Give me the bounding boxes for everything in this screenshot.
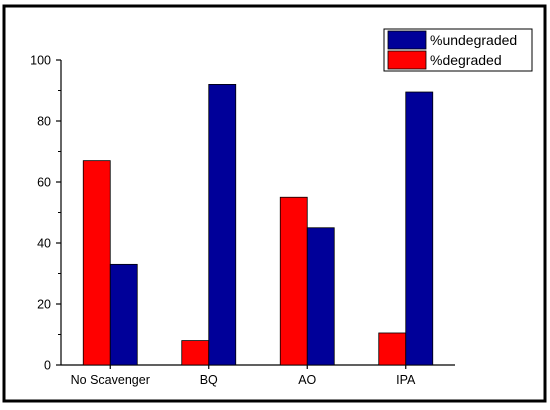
y-tick-label: 40 — [37, 237, 51, 251]
x-axis-labels: No Scavenger BQ AO IPA — [71, 365, 416, 387]
bar-undegraded-bq — [208, 84, 237, 366]
x-tick-label: BQ — [200, 373, 218, 387]
legend: %undegraded %degraded — [383, 28, 533, 72]
legend-label-undegraded: %undegraded — [430, 32, 517, 48]
x-tick-label: AO — [298, 373, 316, 387]
x-tick-label: No Scavenger — [71, 373, 150, 387]
bar-undegraded-ipa — [405, 91, 434, 366]
legend-swatch-undegraded — [387, 30, 427, 50]
y-axis-ticks: 0 20 40 60 80 100 — [30, 54, 61, 373]
bars-group — [82, 84, 434, 366]
y-tick-label: 60 — [37, 176, 51, 190]
bar-degraded-ao — [279, 196, 308, 366]
bar-degraded-no-scavenger — [82, 160, 111, 366]
bar-degraded-ipa — [378, 332, 407, 366]
legend-label-degraded: %degraded — [430, 52, 502, 68]
legend-swatch-degraded — [387, 50, 427, 70]
x-tick-label: IPA — [396, 373, 416, 387]
bar-undegraded-no-scavenger — [109, 263, 138, 366]
y-tick-label: 0 — [44, 359, 51, 373]
bar-degraded-bq — [181, 340, 210, 366]
bar-undegraded-ao — [306, 227, 335, 366]
y-tick-label: 80 — [37, 115, 51, 129]
y-tick-label: 20 — [37, 298, 51, 312]
y-tick-label: 100 — [30, 54, 51, 68]
